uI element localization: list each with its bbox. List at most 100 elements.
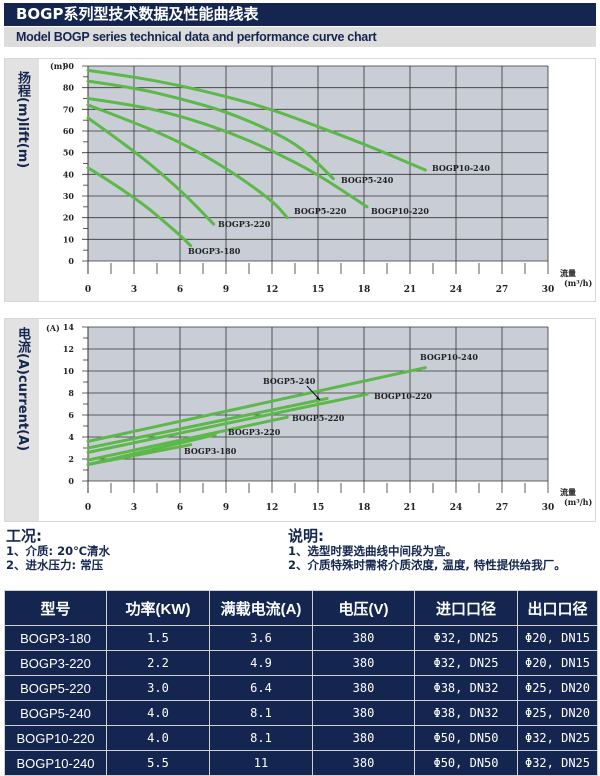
x-tick-label: 3 [131,285,137,295]
header-current: 满载电流(A) [209,590,313,626]
current-axis-label-en: current(A) [15,374,30,451]
y-tick-label: 2 [68,454,74,464]
y-tick-label: 4 [68,432,74,442]
series-line-bogp10-240 [86,366,427,443]
x-tick-label: 0 [85,503,91,513]
page-title: BOGP系列型技术数据及性能曲线表 [4,3,596,26]
x-tick-label: 21 [404,285,417,295]
series-line-bogp10-220 [86,97,369,209]
table-cell: 4.0 [106,700,210,726]
y-tick-label: 20 [63,213,75,223]
table-cell: 4.9 [209,650,313,676]
table-cell: Φ32, DN25 [517,750,598,776]
current-axis-label-cn: 电流(A) [15,327,30,375]
table-cell: 2.2 [106,650,210,676]
series-label: BOGP5-240 [341,175,394,185]
x-axis-unit: (m³/h) [564,497,592,507]
x-tick-label: 18 [358,503,371,513]
series-line-bogp5-220 [86,103,289,220]
table-cell: BOGP10-240 [4,750,107,776]
series-label: BOGP10-220 [371,206,429,216]
header-power: 功率(KW) [106,590,210,626]
head-chart-strip [5,59,39,301]
x-tick-label: 24 [450,285,463,295]
conditions-block: 工况: 1、介质: 20℃清水 2、进水压力: 常压 [6,528,110,572]
series-line-bogp3-180 [86,443,193,466]
table-cell: 8.1 [209,700,313,726]
table-cell: Φ25, DN20 [517,700,598,726]
x-tick-label: 30 [542,503,555,513]
series-label: BOGP5-220 [294,206,347,216]
header-voltage: 电压(V) [312,590,415,626]
y-tick-label: 70 [63,104,75,114]
chart-1: 0 3 6 9 12 15 18 21 24 27 3002468101214(A)流量(m³/h)… [46,322,592,513]
table-cell: 380 [312,625,415,651]
spec-table: 型号 功率(KW) 满载电流(A) 电压(V) 进口口径 出口口径 BOGP3-… [4,590,598,776]
table-cell: BOGP10-220 [4,725,107,751]
y-tick-label: 0 [68,256,74,266]
table-cell: 11 [209,750,313,776]
x-tick-label: 27 [496,285,509,295]
note-item: 1、选型时要选曲线中间段为宜。 [288,544,457,558]
charts-svg: 0 3 6 9 12 15 18 21 24 27 300102030405060708090(m)… [46,61,592,513]
y-tick-label: 30 [63,191,75,201]
y-tick-label: 90 [63,61,75,71]
series-label: BOGP10-240 [432,163,490,173]
series-line-bogp3-180 [86,166,193,248]
x-axis-label: 流量 [560,487,576,497]
series-label: BOGP3-220 [218,219,271,229]
table-cell: Φ20, DN15 [517,625,598,651]
page-subtitle: Model BOGP series technical data and per… [4,27,596,47]
x-tick-label: 21 [404,503,417,513]
series-label: BOGP10-220 [374,391,432,401]
head-axis-label-cn: 扬程(m) [15,71,30,123]
table-cell: Φ38, DN32 [414,700,518,726]
table-cell: Φ32, DN25 [414,650,518,676]
series-line-bogp5-240 [86,79,335,181]
table-cell: 5.5 [106,750,210,776]
series-line-bogp5-240 [86,397,329,450]
x-tick-label: 15 [312,503,325,513]
y-tick-label: 60 [63,126,75,136]
table-row: BOGP3-220 2.2 4.9 380 Φ32, DN25 Φ20, DN15 [4,650,598,676]
table-cell: BOGP3-220 [4,650,107,676]
series-label: BOGP5-220 [292,413,345,423]
x-tick-label: 27 [496,503,509,513]
x-tick-label: 0 [85,285,91,295]
y-tick-label: 10 [63,366,75,376]
y-unit-label: (A) [46,323,60,333]
table-row: BOGP5-220 3.0 6.4 380 Φ38, DN32 Φ25, DN20 [4,675,598,701]
table-cell: BOGP3-180 [4,625,107,651]
table-cell: 380 [312,675,415,701]
series-label: BOGP3-220 [228,427,281,437]
table-cell: BOGP5-220 [4,675,107,701]
x-axis-label: 流量 [560,268,576,278]
series-line-bogp5-220 [86,415,289,462]
x-tick-label: 9 [223,285,229,295]
series-label: BOGP3-180 [184,446,237,456]
x-tick-label: 12 [266,285,279,295]
table-cell: Φ20, DN15 [517,650,598,676]
series-line-bogp10-240 [86,68,427,172]
y-tick-label: 10 [63,234,75,244]
table-cell: Φ32, DN25 [414,625,518,651]
x-tick-label: 30 [542,285,555,295]
current-chart-strip [5,319,39,521]
current-axis-label: 电流(A) current(A) [9,327,35,451]
condition-item: 2、进水压力: 常压 [6,558,104,572]
table-cell: Φ50, DN50 [414,725,518,751]
series-label: BOGP5-240 [263,376,316,386]
x-tick-label: 12 [266,503,279,513]
table-cell: 3.6 [209,625,313,651]
y-tick-label: 6 [68,410,74,420]
y-unit-label: (m) [50,61,66,71]
table-cell: 380 [312,700,415,726]
table-cell: 4.0 [106,725,210,751]
series-label: BOGP3-180 [188,246,241,256]
note-item: 2、介质特殊时需将介质浓度, 温度, 特性提供给我厂。 [288,558,566,572]
table-cell: 1.5 [106,625,210,651]
x-tick-label: 15 [312,285,325,295]
chart-0: 0 3 6 9 12 15 18 21 24 27 30 0 10 20 30 40 50 60 70 80 90(m)… [50,61,592,295]
table-header-row: 型号 功率(KW) 满载电流(A) 电压(V) 进口口径 出口口径 [4,590,598,626]
y-tick-label: 80 [63,83,75,93]
